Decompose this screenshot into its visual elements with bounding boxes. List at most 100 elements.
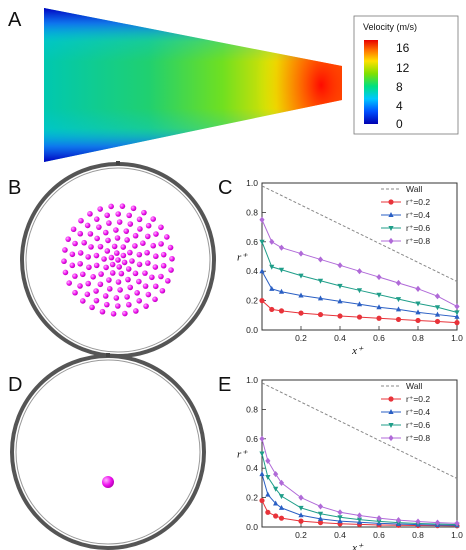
legend-entry: Wall (406, 381, 422, 391)
data-point (356, 288, 363, 294)
data-point (395, 516, 402, 524)
particle (142, 283, 149, 289)
particle (103, 264, 109, 271)
data-point (454, 313, 460, 319)
data-point (259, 216, 265, 223)
particle (115, 257, 121, 263)
particle (153, 253, 159, 260)
particle (143, 303, 149, 309)
legend-entry: r⁺=0.8 (406, 236, 430, 246)
x-tick-label: 0.2 (295, 333, 307, 343)
y-axis-label: r⁺ (237, 449, 248, 461)
data-point (434, 318, 441, 325)
data-point (395, 316, 402, 323)
particle (160, 262, 167, 269)
particle (137, 226, 143, 232)
particle (93, 252, 100, 259)
colorbar-tick: 8 (396, 80, 403, 94)
trajectory-chart-c: 0.0 0.2 0.4 0.6 0.8 1.0 0.2 0.4 0.6 0.8 1.0 x⁺ r⁺ Wa… (237, 178, 463, 357)
particle (152, 264, 159, 270)
data-point (356, 314, 363, 320)
data-point (454, 310, 460, 316)
particle (159, 287, 166, 294)
particle (120, 252, 127, 259)
particle (117, 287, 123, 293)
particle (153, 231, 159, 237)
particle (150, 216, 157, 222)
data-point (337, 298, 343, 304)
particle (93, 216, 100, 222)
data-point (317, 519, 324, 526)
trajectory-chart-e: 0.0 0.2 0.4 0.6 0.8 1.0 0.2 0.4 0.6 0.8 1.0 x⁺ r⁺ Wa… (237, 375, 463, 550)
data-point (395, 306, 402, 312)
particle (77, 283, 83, 289)
data-point (317, 278, 324, 284)
particle (158, 273, 164, 280)
colorbar-tick: 4 (396, 99, 403, 113)
data-point (317, 295, 324, 301)
particle (111, 243, 118, 250)
particle (93, 297, 100, 304)
data-point (415, 317, 421, 324)
data-point (278, 267, 285, 273)
data-point (317, 511, 324, 517)
legend-entry: Wall (406, 184, 422, 194)
particle (113, 227, 119, 233)
particle (108, 254, 115, 261)
particle (158, 224, 164, 231)
x-axis-label: x⁺ (351, 542, 364, 550)
particle (109, 261, 116, 268)
data-point (298, 310, 304, 316)
wall-line (261, 382, 458, 479)
colorbar-title: Velocity (m/s) (363, 22, 417, 32)
legend-entry: r⁺=0.6 (406, 420, 430, 430)
particle (85, 254, 91, 260)
particle (114, 235, 121, 241)
legend-entry: r⁺=0.6 (406, 223, 430, 233)
colorbar: Velocity (m/s) 16 12 8 4 0 (353, 15, 459, 135)
particle (116, 264, 123, 270)
data-point (265, 475, 271, 481)
particle (136, 298, 143, 304)
pipe-cross-section-b (20, 161, 216, 358)
particle (99, 308, 106, 315)
particle (77, 250, 84, 256)
particle (110, 311, 117, 317)
particle (97, 206, 103, 212)
data-point (395, 279, 402, 287)
x-tick-label: 0.4 (334, 333, 346, 343)
particle (142, 270, 148, 276)
particle (168, 267, 174, 273)
data-point (337, 509, 343, 516)
data-point (356, 512, 363, 519)
particle (121, 259, 128, 266)
y-tick-label: 0.8 (246, 404, 258, 414)
x-tick-label: 1.0 (451, 333, 463, 343)
data-point (434, 311, 441, 317)
data-point (376, 273, 382, 281)
legend-entry: r⁺=0.4 (406, 210, 430, 220)
particle (136, 216, 143, 223)
panel-label-d: D (8, 374, 22, 396)
data-point (434, 305, 441, 311)
particle (62, 269, 69, 276)
data-point (356, 517, 363, 523)
particle (61, 258, 67, 265)
particle (66, 280, 72, 286)
y-tick-label: 0.6 (246, 237, 258, 247)
particle (125, 276, 131, 283)
particle (152, 283, 159, 290)
particle (125, 266, 132, 272)
particle (152, 296, 158, 303)
data-point (278, 479, 285, 486)
particle (160, 251, 167, 258)
data-point (278, 308, 285, 314)
particle (127, 221, 134, 227)
particle (97, 243, 104, 250)
y-tick-label: 0.2 (246, 296, 258, 306)
particle (115, 303, 121, 309)
particle (129, 258, 135, 264)
data-point (298, 518, 304, 524)
particle (134, 290, 140, 296)
data-point (265, 457, 271, 464)
